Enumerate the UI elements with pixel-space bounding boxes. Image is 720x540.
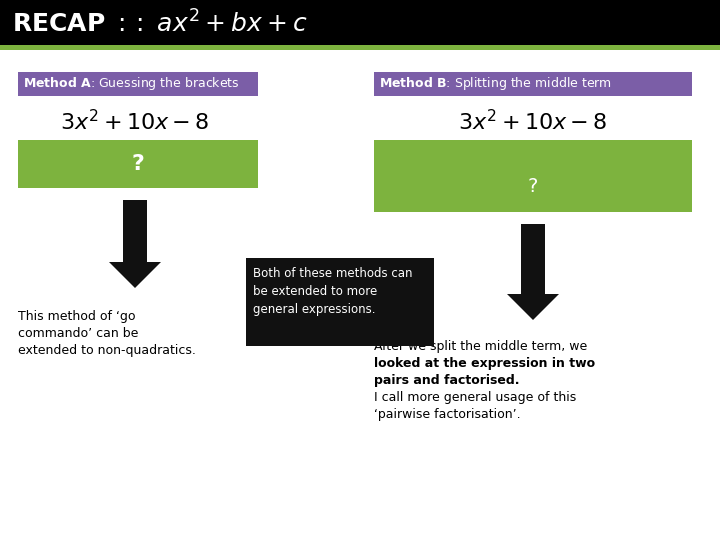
- Bar: [0, 45, 720, 50]
- Bar: [521, 224, 545, 294]
- Bar: [246, 258, 434, 346]
- Text: $\mathbf{RECAP}$$\ ::\ ax^2+bx+c$: $\mathbf{RECAP}$$\ ::\ ax^2+bx+c$: [12, 10, 307, 38]
- Polygon shape: [507, 294, 559, 320]
- Text: This method of ‘go: This method of ‘go: [18, 310, 135, 323]
- Text: I call more general usage of this: I call more general usage of this: [374, 391, 576, 404]
- Text: commando’ can be: commando’ can be: [18, 327, 138, 340]
- Text: ?: ?: [528, 177, 538, 197]
- Bar: [374, 72, 692, 96]
- Text: After we split the middle term, we: After we split the middle term, we: [374, 340, 588, 353]
- Bar: [374, 140, 692, 212]
- Text: Both of these methods can
be extended to more
general expressions.: Both of these methods can be extended to…: [253, 267, 413, 316]
- Bar: [18, 72, 258, 96]
- Text: $\bf{Method\ B}$: Splitting the middle term: $\bf{Method\ B}$: Splitting the middle t…: [379, 76, 612, 92]
- Text: $\bf{Method\ A}$: Guessing the brackets: $\bf{Method\ A}$: Guessing the brackets: [23, 76, 240, 92]
- Bar: [0, 0, 720, 50]
- Bar: [18, 140, 258, 188]
- Text: ‘pairwise factorisation’.: ‘pairwise factorisation’.: [374, 408, 521, 421]
- Text: looked at the expression in two: looked at the expression in two: [374, 357, 595, 370]
- Bar: [123, 200, 147, 262]
- Text: pairs and factorised.: pairs and factorised.: [374, 374, 520, 387]
- Text: $3x^2+10x-8$: $3x^2+10x-8$: [60, 110, 210, 134]
- Polygon shape: [109, 262, 161, 288]
- Text: $3x^2+10x-8$: $3x^2+10x-8$: [458, 110, 608, 134]
- Text: ?: ?: [132, 154, 145, 174]
- Text: extended to non-quadratics.: extended to non-quadratics.: [18, 344, 196, 357]
